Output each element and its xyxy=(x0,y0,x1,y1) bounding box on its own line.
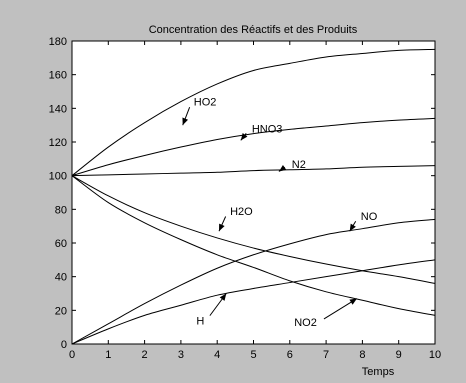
annotation-label-no2: NO2 xyxy=(294,317,317,329)
x-tick-label: 2 xyxy=(142,349,148,361)
annotation-arrowhead-h xyxy=(219,293,227,301)
x-tick-label: 4 xyxy=(214,349,220,361)
x-tick-label: 8 xyxy=(359,349,365,361)
y-tick-label: 20 xyxy=(55,305,67,317)
x-tick-label: 5 xyxy=(250,349,256,361)
annotation-label-h2o: H2O xyxy=(230,206,253,218)
y-tick-label: 80 xyxy=(55,204,67,216)
annotation-arrowhead-ho2 xyxy=(182,117,189,126)
y-tick-label: 120 xyxy=(49,137,67,149)
axes-background xyxy=(71,40,436,345)
annotation-label-no: NO xyxy=(361,211,378,223)
annotation-label-ho2: HO2 xyxy=(194,97,217,109)
annotations: HO2 HNO3 N2 H2O NO NO2 H xyxy=(182,97,378,329)
annotation-label-h: H xyxy=(196,315,204,327)
y-tick-label: 100 xyxy=(49,171,67,183)
x-axis-label: Temps xyxy=(362,366,395,378)
series-line-h2o xyxy=(71,175,436,284)
x-tick-label: 0 xyxy=(69,349,75,361)
annotation-arrowhead-no2 xyxy=(349,298,357,305)
y-tick-label: 40 xyxy=(55,272,67,284)
y-tick-label: 140 xyxy=(49,103,67,115)
annotation-label-hno3: HNO3 xyxy=(252,124,283,136)
series-line-hno3 xyxy=(71,117,436,177)
series-line-h xyxy=(71,259,436,345)
series-line-no2 xyxy=(71,175,436,316)
series-line-n2 xyxy=(71,165,436,177)
y-tick-label: 60 xyxy=(55,238,67,250)
annotation-arrowhead-hno3 xyxy=(240,132,248,141)
annotation-arrowhead-n2 xyxy=(278,164,287,172)
series-line-ho2 xyxy=(71,48,436,177)
x-tick-label: 3 xyxy=(178,349,184,361)
y-tick-label: 180 xyxy=(49,36,67,48)
chart-title: Concentration des Réactifs et des Produi… xyxy=(149,24,358,36)
x-tick-label: 1 xyxy=(105,349,111,361)
x-tick-label: 7 xyxy=(323,349,329,361)
x-tick-label: 10 xyxy=(429,349,441,361)
x-tick-label: 6 xyxy=(287,349,293,361)
annotation-arrowhead-h2o xyxy=(219,223,225,232)
annotation-arrowhead-no xyxy=(349,223,356,232)
series-lines xyxy=(71,48,436,345)
series-line-no xyxy=(71,218,436,345)
y-tick-label: 160 xyxy=(49,70,67,82)
annotation-label-n2: N2 xyxy=(292,159,306,171)
x-tick-label: 9 xyxy=(396,349,402,361)
y-tick-label: 0 xyxy=(61,339,67,351)
